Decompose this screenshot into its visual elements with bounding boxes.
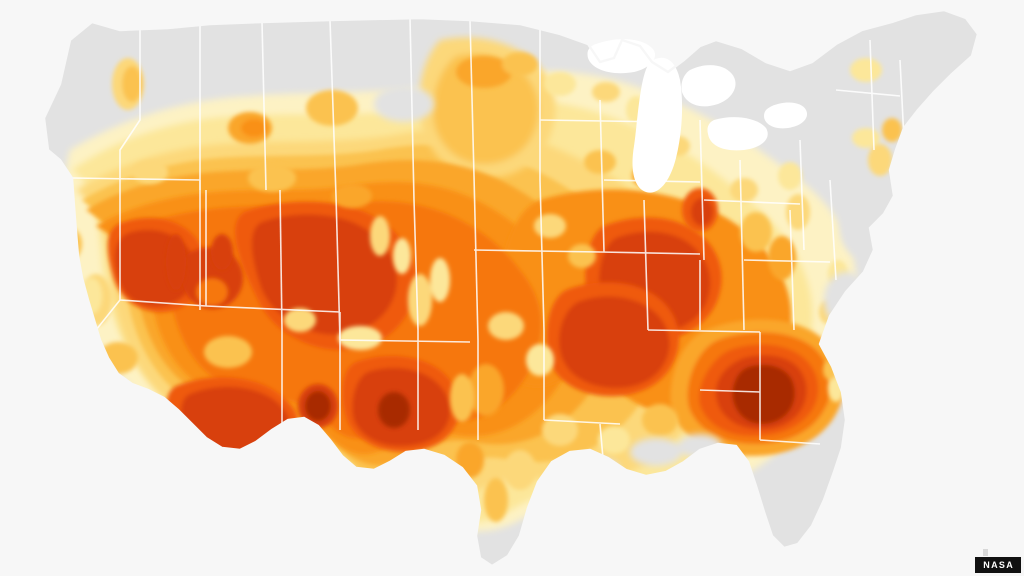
great-lakes xyxy=(587,39,808,193)
state-borders xyxy=(71,17,905,471)
lake-michigan xyxy=(632,57,683,193)
lake-ontario xyxy=(764,102,808,129)
lake-superior xyxy=(587,39,656,74)
coastline-outline xyxy=(42,8,980,568)
nasa-credit-badge: NASA xyxy=(975,557,1021,573)
credit-tick-mark xyxy=(983,549,988,556)
lake-huron xyxy=(681,65,736,107)
hotspot-alabama-georgia xyxy=(670,319,844,456)
hotspot-mississippi xyxy=(546,282,680,397)
lake-erie xyxy=(707,117,768,151)
